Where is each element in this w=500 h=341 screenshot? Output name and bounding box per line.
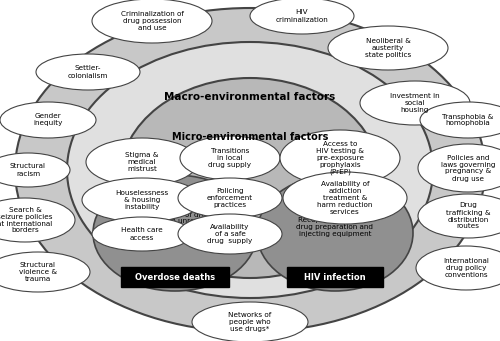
Ellipse shape	[93, 175, 257, 291]
Text: Settler-
colonialism: Settler- colonialism	[68, 65, 108, 78]
Text: Structural
racism: Structural racism	[10, 163, 46, 177]
Ellipse shape	[418, 144, 500, 192]
Text: Consumption of drugs
sourced from unregulated
markets, of unknown
quantity and q: Consumption of drugs sourced from unregu…	[128, 211, 222, 238]
FancyBboxPatch shape	[287, 267, 383, 287]
Text: Criminalization of
drug possession
and use: Criminalization of drug possession and u…	[120, 11, 184, 31]
Ellipse shape	[120, 78, 380, 278]
Text: HIV infection: HIV infection	[304, 272, 366, 282]
Ellipse shape	[416, 246, 500, 290]
Ellipse shape	[92, 217, 192, 251]
Text: Policies and
laws governing
pregnancy &
drug use: Policies and laws governing pregnancy & …	[441, 154, 495, 181]
Text: Stigma &
medical
mistrust: Stigma & medical mistrust	[125, 152, 159, 172]
Ellipse shape	[67, 42, 433, 298]
Ellipse shape	[180, 136, 280, 180]
Text: Micro-environmental factors: Micro-environmental factors	[172, 132, 328, 142]
Ellipse shape	[92, 0, 212, 43]
Ellipse shape	[283, 172, 407, 224]
Text: Investment in
social
housing: Investment in social housing	[390, 93, 440, 113]
Ellipse shape	[178, 178, 282, 218]
Text: Drug
trafficking &
distribution
routes: Drug trafficking & distribution routes	[446, 203, 490, 229]
Text: Gender
inequity: Gender inequity	[34, 114, 62, 127]
Text: International
drug policy
conventions: International drug policy conventions	[443, 258, 489, 278]
Ellipse shape	[328, 26, 448, 70]
Ellipse shape	[15, 8, 485, 332]
Text: Overdose deaths: Overdose deaths	[135, 272, 215, 282]
Ellipse shape	[178, 214, 282, 254]
Ellipse shape	[418, 194, 500, 238]
Ellipse shape	[280, 130, 400, 186]
Text: Policing
enforcement
practices: Policing enforcement practices	[207, 188, 253, 208]
Text: Search &
seizure policies
at international
borders: Search & seizure policies at internation…	[0, 207, 53, 234]
Ellipse shape	[36, 54, 140, 90]
Text: Macro-environmental factors: Macro-environmental factors	[164, 92, 336, 102]
Ellipse shape	[0, 102, 96, 138]
Text: Neoliberal &
austerity
state politics: Neoliberal & austerity state politics	[365, 38, 411, 58]
Ellipse shape	[192, 302, 308, 341]
Ellipse shape	[420, 102, 500, 138]
Text: Transitions
in local
drug supply: Transitions in local drug supply	[208, 148, 252, 168]
Text: Receptive sharing of
drug preparation and
injecting equipment: Receptive sharing of drug preparation an…	[296, 217, 374, 237]
Text: Houselessness
& housing
instability: Houselessness & housing instability	[116, 190, 168, 210]
Text: Availability
of a safe
drug  supply: Availability of a safe drug supply	[208, 224, 252, 244]
Ellipse shape	[0, 198, 75, 242]
Text: Health care
access: Health care access	[121, 227, 163, 240]
Text: Networks of
people who
use drugs*: Networks of people who use drugs*	[228, 312, 272, 332]
Text: Transphobia &
homophobia: Transphobia & homophobia	[442, 114, 494, 127]
Ellipse shape	[257, 175, 413, 291]
Text: Availability of
addiction
treatment &
harm reduction
services: Availability of addiction treatment & ha…	[318, 181, 372, 215]
Ellipse shape	[360, 81, 470, 125]
Ellipse shape	[0, 252, 90, 292]
Ellipse shape	[0, 153, 70, 187]
Ellipse shape	[82, 178, 202, 222]
Text: Structural
violence &
trauma: Structural violence & trauma	[19, 262, 57, 282]
Ellipse shape	[86, 138, 198, 186]
Text: HIV
criminalization: HIV criminalization	[276, 10, 328, 23]
Text: Access to
HIV testing &
pre-exposure
prophylaxis
(PrEP): Access to HIV testing & pre-exposure pro…	[316, 141, 364, 175]
FancyBboxPatch shape	[121, 267, 229, 287]
Ellipse shape	[250, 0, 354, 34]
